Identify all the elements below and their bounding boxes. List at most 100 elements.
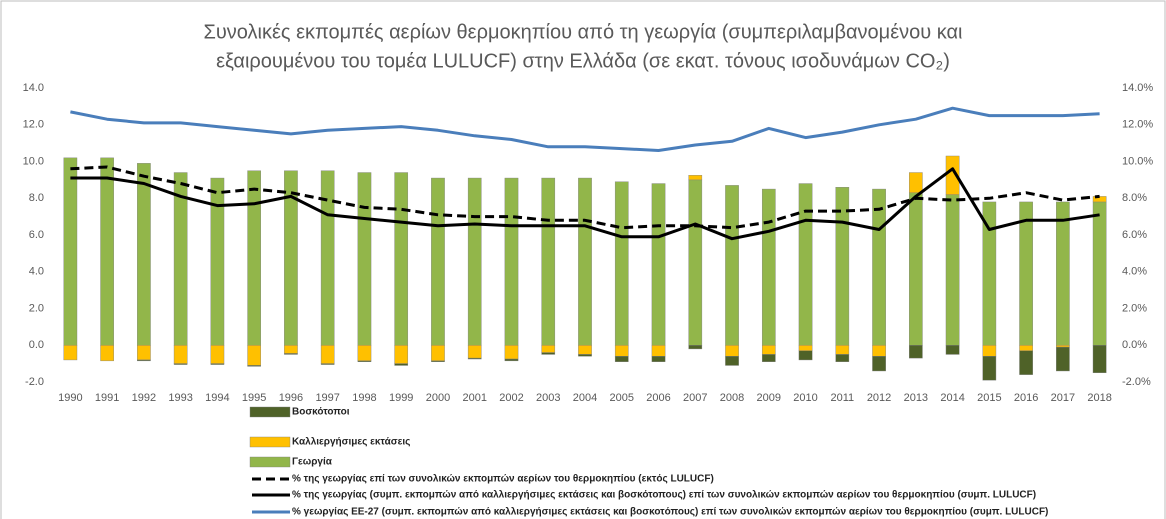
x-tick-label: 2010 — [793, 392, 817, 404]
x-tick-label: 2012 — [867, 392, 891, 404]
x-tick-label: 2007 — [683, 392, 707, 404]
legend-swatch — [249, 456, 291, 468]
bar — [1056, 346, 1070, 372]
x-tick-label: 1991 — [95, 392, 119, 404]
bar — [1019, 345, 1033, 351]
bar — [320, 345, 335, 364]
bar — [137, 345, 151, 361]
bar — [1092, 196, 1107, 203]
x-tick-label: 2006 — [646, 392, 670, 404]
x-tick-label: 1995 — [242, 392, 266, 404]
bar — [247, 170, 261, 346]
legend-label: % γεωργίας ΕΕ-27 (συμπ. εκπομπών από καλ… — [292, 507, 1048, 518]
y2-tick-label: 6.0% — [1122, 229, 1147, 241]
bar — [504, 345, 519, 360]
bar — [173, 363, 188, 365]
bar — [1092, 345, 1107, 374]
bar — [357, 360, 372, 362]
bar — [63, 345, 78, 361]
bar — [504, 358, 519, 362]
bar — [909, 345, 923, 359]
bar — [284, 345, 298, 354]
bar — [284, 353, 298, 355]
bar — [63, 157, 78, 346]
y2-tick-label: 4.0% — [1122, 266, 1147, 278]
x-tick-label: 2008 — [720, 392, 744, 404]
bar — [1019, 201, 1033, 346]
x-tick-label: 2004 — [573, 392, 597, 404]
bar — [688, 175, 703, 181]
y-tick-label: 8.0 — [29, 192, 44, 204]
legend-label: % της γεωργίας (συμπ. εκπομπών από καλλι… — [292, 490, 1036, 501]
y-tick-label: 14.0 — [23, 82, 44, 94]
bar — [982, 345, 997, 357]
bar — [394, 345, 409, 364]
bar — [798, 350, 813, 361]
y2-tick-label: 10.0% — [1122, 155, 1153, 167]
y-tick-label: 10.0 — [23, 155, 44, 167]
x-tick-label: 1997 — [315, 392, 339, 404]
y2-tick-label: -2.0% — [1122, 376, 1151, 388]
bar — [909, 172, 923, 193]
chart-title: εξαιρουμένου του τομέα LULUCF) στην Ελλά… — [216, 50, 950, 72]
bar — [835, 354, 850, 362]
bar — [725, 345, 739, 357]
bar — [1056, 201, 1070, 346]
x-tick-label: 1999 — [389, 392, 413, 404]
bar — [872, 345, 886, 357]
bar — [798, 345, 813, 351]
y2-tick-label: 0.0% — [1122, 339, 1147, 351]
bar — [945, 345, 960, 355]
bar — [541, 352, 556, 355]
x-tick-label: 2013 — [904, 392, 928, 404]
legend-label: % της γεωργίας επί των συνολικών εκπομπώ… — [292, 474, 714, 485]
bar — [614, 345, 629, 357]
bar — [541, 177, 556, 346]
bar — [688, 345, 703, 350]
bar — [614, 181, 629, 346]
x-tick-label: 2009 — [757, 392, 781, 404]
x-tick-label: 1996 — [279, 392, 303, 404]
bar — [394, 172, 409, 346]
bar — [431, 360, 445, 362]
x-tick-label: 1992 — [132, 392, 156, 404]
bar — [909, 192, 923, 346]
x-tick-label: 1994 — [205, 392, 229, 404]
bar — [247, 365, 261, 367]
bar — [872, 356, 886, 372]
x-tick-label: 2000 — [426, 392, 450, 404]
bar — [357, 345, 372, 362]
bar — [651, 183, 666, 346]
y-tick-label: 0.0 — [29, 339, 44, 351]
bar — [761, 188, 776, 346]
bar — [872, 188, 886, 346]
bar — [945, 194, 960, 346]
legend-label: Γεωργία — [292, 457, 333, 468]
bar — [320, 363, 335, 365]
x-tick-label: 1990 — [58, 392, 82, 404]
bar — [137, 359, 151, 362]
line — [70, 106, 1100, 152]
x-tick-label: 2002 — [499, 392, 523, 404]
y-tick-label: 6.0 — [29, 229, 44, 241]
y-tick-label: 2.0 — [29, 302, 44, 314]
bar — [798, 183, 813, 346]
x-tick-label: 2003 — [536, 392, 560, 404]
bar — [467, 357, 482, 360]
x-tick-label: 2014 — [940, 392, 964, 404]
y-tick-label: 4.0 — [29, 266, 44, 278]
bar — [578, 177, 592, 346]
x-tick-label: 2017 — [1051, 392, 1075, 404]
x-tick-label: 2005 — [610, 392, 634, 404]
bar — [541, 345, 556, 353]
bar — [1092, 201, 1107, 346]
bar — [725, 185, 739, 346]
bar — [835, 345, 850, 355]
line — [70, 165, 1100, 230]
y2-tick-label: 12.0% — [1122, 119, 1153, 131]
bar — [614, 356, 629, 362]
bar — [578, 354, 592, 357]
bar — [210, 345, 225, 364]
x-tick-label: 2001 — [462, 392, 486, 404]
bar — [100, 157, 114, 346]
